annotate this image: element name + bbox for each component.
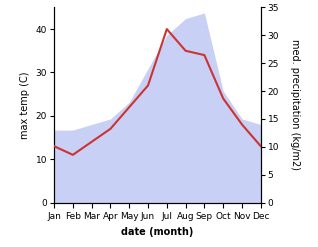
X-axis label: date (month): date (month) [121,227,194,237]
Y-axis label: med. precipitation (kg/m2): med. precipitation (kg/m2) [290,40,300,170]
Y-axis label: max temp (C): max temp (C) [20,71,30,139]
